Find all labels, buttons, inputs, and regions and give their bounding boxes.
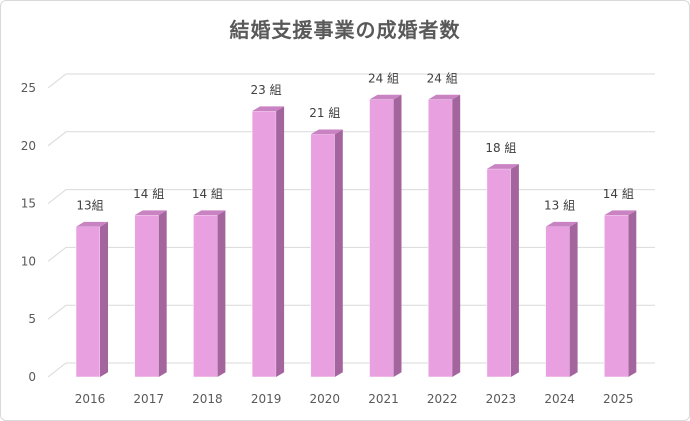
y-tick-label: 0 <box>28 370 36 384</box>
bar-side <box>100 221 108 377</box>
gridline <box>47 131 655 147</box>
bar-top <box>428 94 461 100</box>
y-tick-label: 15 <box>21 197 36 211</box>
bar-side <box>276 106 285 377</box>
data-label: 18 組 <box>485 141 516 155</box>
data-label: 14 組 <box>192 187 223 201</box>
bar-top <box>134 210 167 216</box>
data-label: 14 組 <box>603 187 634 201</box>
y-tick-label: 20 <box>21 139 36 153</box>
bar-front <box>486 168 512 378</box>
bars <box>75 94 637 378</box>
y-tick-label: 5 <box>28 312 36 326</box>
bar-top <box>545 221 578 227</box>
bar-top <box>252 106 285 112</box>
bar-front <box>604 214 629 378</box>
bar-front <box>545 226 570 378</box>
bar-front <box>369 99 394 378</box>
bar-top <box>193 210 226 216</box>
x-tick-label: 2019 <box>251 392 282 406</box>
bar-side <box>334 129 343 377</box>
bar-front <box>427 99 453 378</box>
y-tick-label: 10 <box>21 254 36 268</box>
bar-side <box>569 221 578 377</box>
bar-top <box>369 94 402 100</box>
bar-top <box>310 129 343 135</box>
data-labels: 13組 14 組 14 組 23 組 21 組 24 組 24 組 18 組 13 組 14 組 <box>76 72 633 213</box>
bar-top <box>486 164 519 169</box>
data-label: 13組 <box>76 199 103 213</box>
data-label: 14 組 <box>133 187 164 201</box>
bar-side <box>158 210 167 377</box>
x-tick-label: 2018 <box>192 392 223 406</box>
bar-side <box>393 94 402 377</box>
x-tick-label: 2023 <box>486 392 517 406</box>
data-label: 24 組 <box>368 72 399 86</box>
bar-side <box>452 94 461 377</box>
x-axis-ticks: 2016 2017 2018 2019 2020 2021 2022 2023 2024 2025 <box>75 392 634 406</box>
bar-top <box>76 221 108 227</box>
x-tick-label: 2017 <box>133 392 164 406</box>
bar-side <box>628 210 637 377</box>
data-label: 23 組 <box>251 83 282 97</box>
x-tick-label: 2025 <box>603 392 634 406</box>
gridline <box>47 73 655 89</box>
bar-front <box>251 110 277 378</box>
data-label: 24 組 <box>427 72 458 86</box>
x-tick-label: 2016 <box>75 392 106 406</box>
x-tick-label: 2024 <box>544 392 575 406</box>
chart-title: 結婚支援事業の成婚者数 <box>229 18 461 42</box>
x-tick-label: 2021 <box>368 392 399 406</box>
bar-front <box>310 133 336 378</box>
x-tick-label: 2020 <box>310 392 341 406</box>
data-label: 13 組 <box>544 199 575 213</box>
y-tick-label: 25 <box>21 81 36 95</box>
bar-front <box>193 214 218 378</box>
y-axis-ticks: 0 5 10 15 20 25 <box>21 81 36 384</box>
bar-side <box>217 210 226 377</box>
bar-side <box>510 164 519 377</box>
data-label: 21 組 <box>309 106 340 120</box>
bar-top <box>604 210 637 216</box>
bar-front <box>75 226 101 378</box>
x-tick-label: 2022 <box>427 392 458 406</box>
bar-front <box>134 214 159 378</box>
